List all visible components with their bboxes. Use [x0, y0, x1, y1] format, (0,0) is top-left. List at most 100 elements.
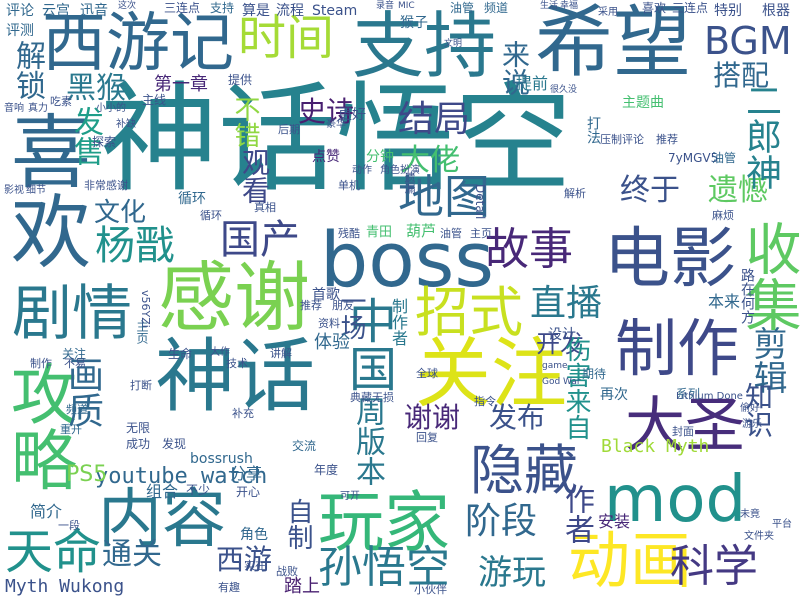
- word-wenhua: 文化: [94, 198, 147, 228]
- word-liucheng: 流程: [276, 3, 304, 19]
- word-zhichi: 支持: [352, 4, 497, 88]
- word-shenhua: 神话: [155, 330, 315, 423]
- word-xunhuan: 循环: [178, 191, 206, 207]
- word-yiduan: 一段: [58, 519, 80, 532]
- word-kaifa: 开发: [536, 330, 584, 358]
- word-pingce: 评测: [6, 23, 34, 39]
- word-qingtian: 青田: [366, 225, 393, 240]
- word-daduan: 打断: [130, 379, 152, 392]
- word-zuhe: 组合: [146, 482, 179, 501]
- word-tongguan: 通关: [102, 537, 162, 572]
- word-youguan-small: 油管: [712, 151, 737, 165]
- word-dafa: 打法: [585, 116, 601, 144]
- word-pingtai: 平台: [772, 519, 792, 530]
- word-zhuye-mid: 主页: [470, 227, 492, 240]
- word-black-myth: Black Myth: [601, 436, 710, 457]
- word-guanzhu-small: 关注: [62, 347, 87, 361]
- word-zhichi-small: 支持: [210, 1, 235, 15]
- word-dianying: 电影: [604, 220, 736, 297]
- word-youguan-mid: 油管: [440, 227, 462, 240]
- word-kekai: 可开: [340, 491, 360, 502]
- word-tebie: 特别: [714, 3, 742, 19]
- word-wenjianjia: 文件夹: [744, 531, 774, 542]
- word-tuijian: 推荐: [656, 133, 678, 146]
- word-xilie: 系列: [676, 387, 701, 401]
- word-xunyin: 迅音: [80, 3, 108, 19]
- word-yincang: 隐藏: [470, 439, 578, 502]
- word-diancang: 典藏: [350, 391, 372, 404]
- word-shouge: 首歌: [312, 287, 340, 303]
- word-dongzuo: 动作: [352, 165, 372, 176]
- word-sanliandian-1: 三连点: [164, 1, 201, 15]
- word-zheci: 这次: [118, 1, 137, 11]
- word-bucuo: 不错: [230, 96, 260, 148]
- word-youle: 游乐: [742, 419, 762, 430]
- word-xunhuan-small: 循环: [200, 209, 222, 222]
- word-god-war: God War: [542, 377, 581, 387]
- word-youqu: 有趣: [218, 581, 240, 594]
- word-v56yzi: v56YZi: [139, 290, 152, 328]
- word-yangjian: 杨戬: [95, 223, 175, 269]
- word-tansuo: 探索: [92, 135, 117, 149]
- word-tiqian: 提前: [516, 74, 549, 93]
- word-mic: MIC: [398, 1, 415, 11]
- word-jishu: 技术: [226, 357, 248, 370]
- word-myth-wukong: Myth Wukong: [5, 576, 125, 597]
- word-youwan: 游玩: [478, 553, 546, 593]
- word-gushi: 故事: [485, 224, 573, 275]
- word-zhutiqu: 主题曲: [622, 95, 664, 111]
- word-donghua: 动画: [568, 524, 693, 597]
- word-yihan: 遗憾: [708, 173, 768, 208]
- word-erlangshen: 二郎神: [740, 82, 781, 190]
- word-xingfu: 幸福: [560, 1, 579, 11]
- word-dianzan: 点赞: [312, 149, 340, 165]
- word-shengming: 生命: [168, 347, 193, 361]
- word-wanjia: 玩家: [318, 484, 450, 561]
- word-neirong: 内容: [98, 483, 226, 557]
- word-weijing: 未竟: [740, 509, 760, 520]
- word-lithium-done: Lithium Done: [676, 391, 743, 402]
- word-heihou: 黑猴: [66, 71, 126, 106]
- word-sheji: 设计: [548, 327, 576, 343]
- word-danji: 单机: [338, 179, 360, 192]
- word-fenxiang: 分享: [230, 464, 263, 483]
- word-zuozhe: 作者: [559, 484, 594, 544]
- word-7ymgv5: 7yMGV5: [668, 151, 719, 165]
- word-canku: 残酷: [338, 227, 360, 240]
- word-genghao: 更好: [338, 107, 366, 123]
- word-benlai: 本来: [708, 292, 741, 311]
- word-zhizuozhe: 制作者: [389, 298, 408, 346]
- word-ganxie: 感谢: [158, 253, 310, 342]
- word-xihuan-small: 喜欢: [642, 1, 667, 15]
- word-zhishi: 知识: [741, 382, 774, 438]
- word-pindao-small: 频道: [66, 403, 88, 416]
- word-yinxiang: 音响: [4, 103, 24, 114]
- word-pindao: 频道: [484, 1, 509, 15]
- word-huazhi: 画质: [62, 356, 103, 428]
- word-wenming: 文明: [444, 39, 463, 49]
- word-dazuo: 大作: [210, 347, 230, 358]
- word-diyizhang: 第一章: [154, 74, 208, 95]
- word-dalao: 大佬: [400, 143, 460, 178]
- word-xiwang: 希望: [535, 0, 692, 88]
- word-mafan: 麻烦: [712, 209, 734, 222]
- word-dapei: 搭配: [713, 59, 770, 92]
- word-yilou: 遗漏: [403, 172, 416, 194]
- word-zaici: 再次: [600, 387, 628, 403]
- word-zhenli: 真力: [28, 103, 48, 114]
- word-jiaose: 角色: [240, 527, 268, 543]
- word-hulu: 葫芦: [406, 222, 437, 240]
- word-zhuye: 主页: [135, 320, 149, 344]
- word-tianming: 天命: [5, 524, 102, 580]
- word-steam: Steam: [312, 3, 358, 19]
- word-zhoubanben: 周版本: [350, 396, 385, 486]
- word-fengmian: 封面: [672, 425, 694, 438]
- word-xiyouji: 西游记: [42, 7, 234, 81]
- word-xiexie: 谢谢: [404, 401, 461, 434]
- word-niandu: 年度: [314, 463, 339, 477]
- word-shanghai-laizi: 伤害来自: [561, 336, 591, 440]
- word-huifu: 回复: [416, 431, 438, 444]
- word-wusun: 无损: [372, 391, 394, 404]
- word-xiaoxiaode: 小小的: [96, 103, 126, 114]
- word-zhenxiang: 真相: [254, 201, 276, 214]
